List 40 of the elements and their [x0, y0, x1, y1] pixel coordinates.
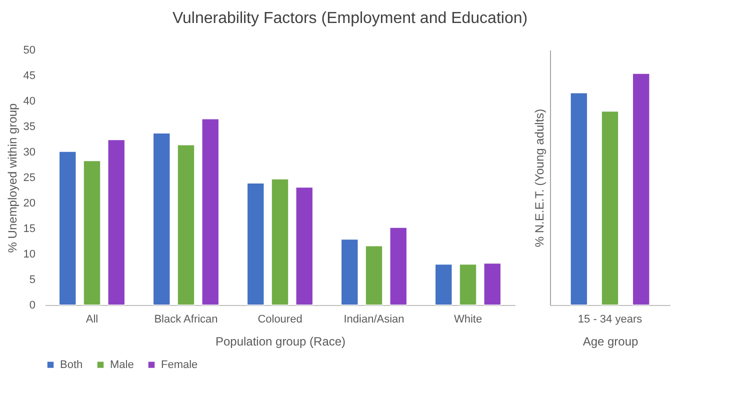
- bar: [83, 160, 101, 306]
- x-tick-label: Black African: [154, 314, 218, 326]
- y-axis-title: % N.E.E.T. (Young adults): [532, 108, 546, 248]
- y-tick-label: 50: [23, 44, 36, 56]
- x-tick-label: White: [454, 314, 482, 326]
- bar: [365, 245, 383, 306]
- y-tick-label: 30: [23, 146, 36, 158]
- bar: [152, 132, 171, 306]
- y-tick-label: 20: [23, 198, 36, 210]
- bar: [295, 186, 314, 306]
- legend-label: Female: [161, 358, 198, 371]
- bar: [434, 264, 453, 306]
- bar: [246, 182, 265, 306]
- x-tick-label: 15 - 34 years: [578, 314, 643, 326]
- y-tick-label: 5: [29, 274, 36, 286]
- bar: [340, 238, 359, 306]
- y-axis-title: % Unemployed within group: [5, 102, 20, 253]
- y-tick-label: 35: [23, 121, 36, 133]
- y-tick-label: 10: [23, 248, 36, 260]
- bar: [483, 262, 502, 306]
- y-tick-label: 40: [23, 96, 36, 108]
- legend-label: Both: [60, 358, 83, 371]
- bar: [459, 264, 477, 306]
- x-tick-label: All: [86, 314, 98, 326]
- bar: [201, 118, 220, 306]
- y-tick-label: 15: [23, 223, 36, 235]
- bar: [58, 151, 77, 306]
- y-tick-label: 25: [23, 172, 36, 184]
- legend-label: Male: [110, 358, 134, 371]
- x-axis-title: Population group (Race): [215, 334, 346, 348]
- x-axis-title: Age group: [582, 334, 639, 348]
- y-tick-label: 45: [23, 70, 36, 82]
- bar: [107, 139, 126, 306]
- x-tick-label: Coloured: [258, 314, 302, 326]
- bar: [389, 227, 408, 306]
- x-tick-label: Indian/Asian: [344, 314, 404, 326]
- y-tick-label: 0: [29, 300, 36, 312]
- bar: [271, 178, 289, 306]
- bar: [177, 144, 195, 306]
- chart-title: Vulnerability Factors (Employment and Education): [172, 10, 528, 27]
